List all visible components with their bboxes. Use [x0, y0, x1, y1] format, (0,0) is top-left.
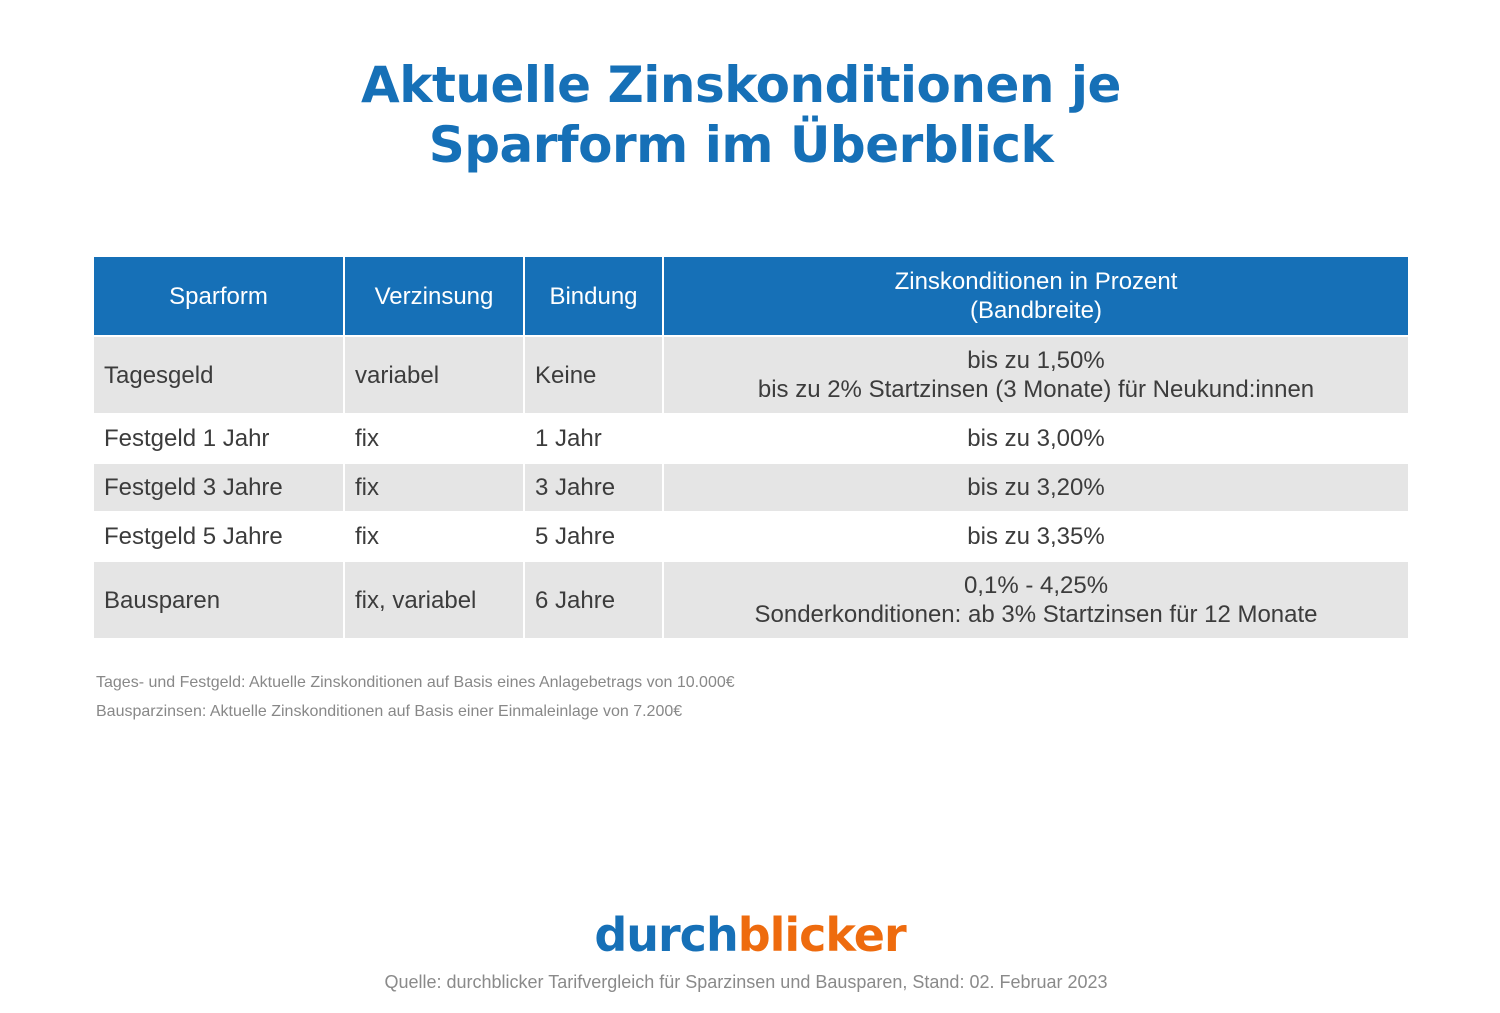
cell-bindung: 6 Jahre [525, 562, 662, 638]
cell-verzinsung: fix [345, 513, 523, 560]
zins-line: bis zu 2% Startzinsen (3 Monate) für Neu… [757, 376, 1315, 403]
cell-verzinsung: variabel [345, 337, 523, 413]
header-sparform: Sparform [94, 257, 343, 335]
logo-part-orange: blicker [737, 908, 907, 962]
header-bindung: Bindung [525, 257, 662, 335]
durchblicker-logo: durchblicker [0, 908, 1500, 962]
table-row: Festgeld 3 Jahre fix 3 Jahre bis zu 3,20… [94, 464, 1408, 511]
table-row: Tagesgeld variabel Keine bis zu 1,50% bis… [94, 337, 1408, 413]
zins-line: 0,1% - 4,25% [963, 572, 1109, 599]
cell-bindung: 1 Jahr [525, 415, 662, 462]
cell-sparform: Festgeld 5 Jahre [94, 513, 343, 560]
cell-zins: bis zu 3,00% [664, 415, 1408, 462]
zins-line: Sonderkonditionen: ab 3% Startzinsen für… [754, 601, 1318, 628]
cell-sparform: Festgeld 3 Jahre [94, 464, 343, 511]
table-header: Sparform Verzinsung Bindung Zinskonditio… [94, 257, 1408, 335]
cell-zins: 0,1% - 4,25% Sonderkonditionen: ab 3% Sta… [664, 562, 1408, 638]
cell-verzinsung: fix [345, 464, 523, 511]
header-zinskonditionen: Zinskonditionen in Prozent (Bandbreite) [664, 257, 1408, 335]
cell-zins: bis zu 1,50% bis zu 2% Startzinsen (3 Mon… [664, 337, 1408, 413]
table-row: Festgeld 1 Jahr fix 1 Jahr bis zu 3,00% [94, 415, 1408, 462]
title-line-2: Sparform im Überblick [428, 116, 1054, 174]
logo-part-blue: durch [594, 908, 738, 962]
cell-zins: bis zu 3,35% [664, 513, 1408, 560]
header-verzinsung: Verzinsung [345, 257, 523, 335]
cell-zins: bis zu 3,20% [664, 464, 1408, 511]
header-zins-line-2: (Bandbreite) [969, 297, 1103, 324]
footnote: Bausparzinsen: Aktuelle Zinskonditionen … [96, 703, 683, 720]
cell-sparform: Bausparen [94, 562, 343, 638]
title-line-1: Aktuelle Zinskonditionen je [361, 56, 1121, 114]
interest-table: Sparform Verzinsung Bindung Zinskonditio… [92, 255, 1410, 640]
source-note: Quelle: durchblicker Tarifvergleich für … [384, 972, 1108, 992]
page-title: Aktuelle Zinskonditionen je Sparform im … [0, 55, 1482, 175]
cell-verzinsung: fix [345, 415, 523, 462]
cell-bindung: Keine [525, 337, 662, 413]
cell-sparform: Festgeld 1 Jahr [94, 415, 343, 462]
cell-verzinsung: fix, variabel [345, 562, 523, 638]
cell-sparform: Tagesgeld [94, 337, 343, 413]
cell-bindung: 5 Jahre [525, 513, 662, 560]
footnote: Tages- und Festgeld: Aktuelle Zinskondit… [96, 674, 735, 691]
header-zins-line-1: Zinskonditionen in Prozent [894, 268, 1178, 295]
zins-line: bis zu 1,50% [967, 347, 1105, 374]
cell-bindung: 3 Jahre [525, 464, 662, 511]
table-row: Bausparen fix, variabel 6 Jahre 0,1% - 4… [94, 562, 1408, 638]
table-row: Festgeld 5 Jahre fix 5 Jahre bis zu 3,35… [94, 513, 1408, 560]
